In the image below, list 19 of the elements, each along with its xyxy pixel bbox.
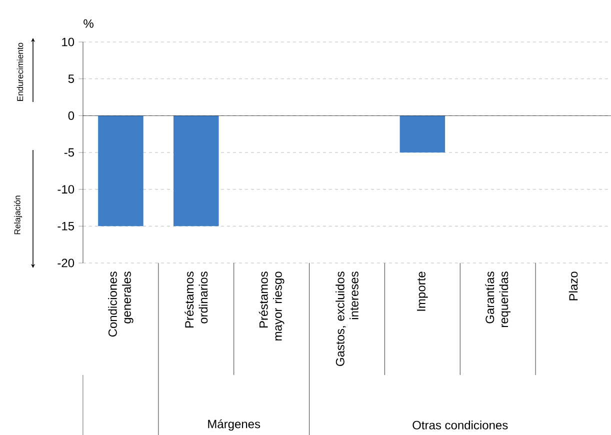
y-axis-title: %	[84, 19, 94, 28]
y-tick-label: -5	[64, 148, 74, 157]
y-tick-label: -10	[58, 185, 74, 194]
x-tick-label: Préstamos ordinarios	[184, 272, 208, 328]
text: Márgenes	[208, 419, 260, 431]
x-tick-label: Plazo	[568, 272, 578, 300]
x-tick-label: Condiciones generales	[108, 272, 134, 337]
x-tick-label: Gastos, excluidos intereses	[336, 272, 358, 366]
text: Relajación	[14, 196, 22, 234]
y-tick-label: 5	[68, 74, 74, 83]
y-tick-label: 10	[62, 38, 74, 46]
text: Endurecimiento	[16, 42, 24, 101]
y-tick-label: -20	[58, 258, 74, 268]
x-tick-label: Importe	[417, 272, 428, 311]
y-tick-label: -15	[58, 222, 74, 230]
x-tick-label: Garantías requeridas	[485, 272, 511, 328]
text: Otras condiciones	[412, 420, 508, 430]
y-tick-label: 0	[68, 111, 74, 120]
x-tick-label: Préstamos mayor riesgo	[258, 272, 284, 340]
